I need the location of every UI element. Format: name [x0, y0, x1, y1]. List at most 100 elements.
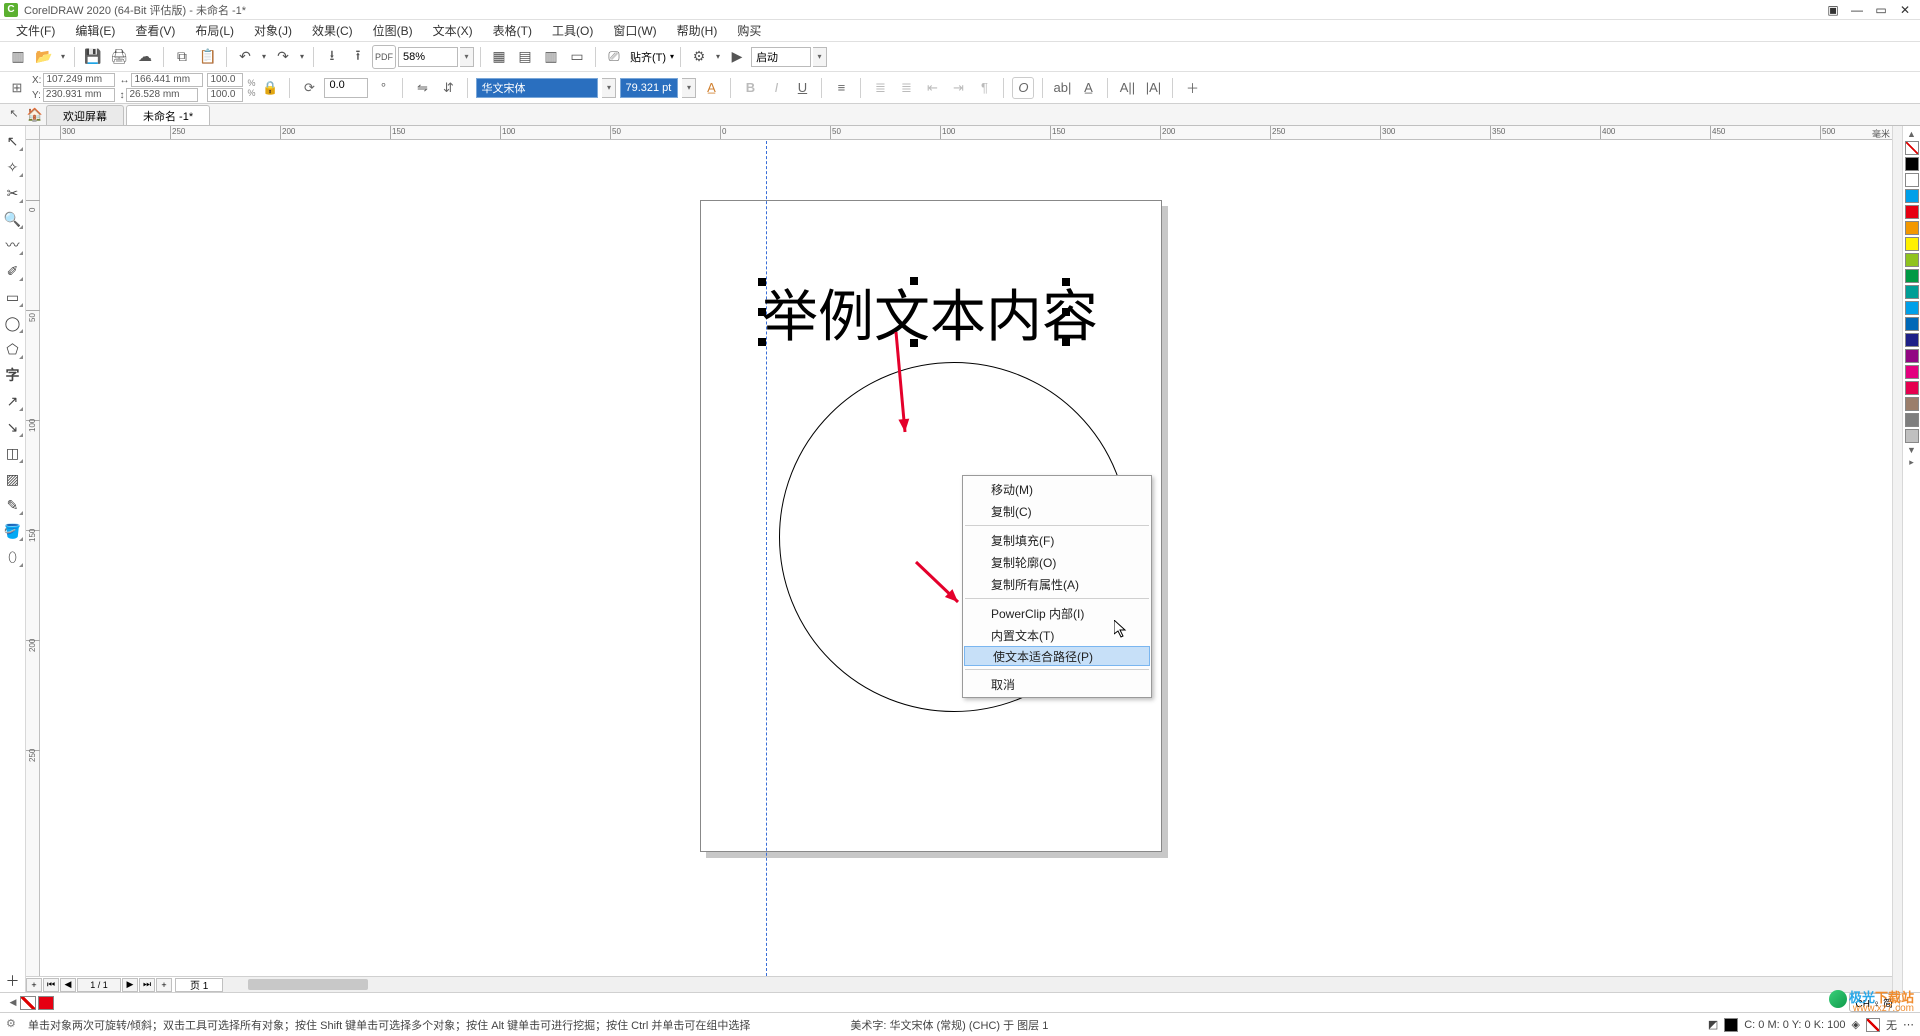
artistic-media-icon[interactable]: ✐ — [2, 260, 24, 282]
menu-文件F[interactable]: 文件(F) — [6, 20, 65, 41]
ctx-复制填充(F)[interactable]: 复制填充(F) — [963, 529, 1151, 551]
menu-窗口W[interactable]: 窗口(W) — [603, 20, 666, 41]
swatch[interactable] — [1905, 317, 1919, 331]
zoom-dropdown-icon[interactable]: ▾ — [460, 47, 474, 67]
add-icon[interactable]: ＋ — [1181, 77, 1203, 99]
toolbox-expand-icon[interactable]: ＋ — [2, 970, 24, 992]
fill-tool-icon[interactable]: 🪣 — [2, 520, 24, 542]
launch-icon[interactable]: ▶ — [725, 45, 749, 69]
horiz-text-icon[interactable]: A|| — [1116, 77, 1138, 99]
underline-icon[interactable]: U — [791, 77, 813, 99]
docker-handle[interactable] — [1892, 126, 1902, 992]
height-input[interactable]: 26.528 mm — [126, 88, 198, 102]
outline-none-box[interactable] — [1866, 1018, 1880, 1032]
bullet-icon[interactable]: ≣ — [869, 77, 891, 99]
artistic-text-object[interactable]: 举例文本内容 — [762, 272, 1098, 353]
copy-icon[interactable]: ⧉ — [170, 45, 194, 69]
swatch[interactable] — [1905, 269, 1919, 283]
dropcap-icon[interactable]: ¶ — [973, 77, 995, 99]
swatch[interactable] — [1905, 301, 1919, 315]
zoom-tool-icon[interactable]: 🔍 — [2, 208, 24, 230]
status-more-icon[interactable]: ⋯ — [1903, 1018, 1914, 1031]
status-gear-icon[interactable]: ⚙ — [6, 1017, 22, 1033]
page-tab[interactable]: 页 1 — [175, 978, 223, 992]
selection-handle[interactable] — [758, 308, 766, 316]
menu-编辑E[interactable]: 编辑(E) — [65, 20, 125, 41]
swatch[interactable] — [1905, 413, 1919, 427]
page-prev-icon[interactable]: ◀ — [60, 978, 76, 992]
horizontal-ruler[interactable]: 毫米30025020015010050050100150200250300350… — [40, 126, 1892, 140]
undo-dropdown-icon[interactable]: ▾ — [259, 45, 269, 69]
eyedropper-icon[interactable]: ✎ — [2, 494, 24, 516]
launch-dropdown-icon[interactable]: ▾ — [813, 47, 827, 67]
mirror-h-icon[interactable]: ⇋ — [411, 77, 433, 99]
fill-red-swatch[interactable] — [38, 996, 54, 1010]
rectangle-tool-icon[interactable]: ▭ — [2, 286, 24, 308]
x-input[interactable]: 107.249 mm — [43, 73, 115, 87]
ctx-内置文本(T)[interactable]: 内置文本(T) — [963, 624, 1151, 646]
rotation-input[interactable]: 0.0 — [324, 78, 368, 98]
menu-文本X[interactable]: 文本(X) — [423, 20, 483, 41]
ctx-移动(M)[interactable]: 移动(M) — [963, 478, 1151, 500]
menu-布局L[interactable]: 布局(L) — [185, 20, 244, 41]
swatch[interactable] — [1905, 397, 1919, 411]
y-input[interactable]: 230.931 mm — [43, 88, 115, 102]
scale-x-input[interactable]: 100.0 — [207, 73, 243, 87]
maximize-button[interactable]: ▭ — [1870, 2, 1892, 18]
palette-up-icon[interactable]: ▲ — [1904, 128, 1920, 140]
extra-window-icon[interactable]: ▣ — [1822, 2, 1844, 18]
import-icon[interactable]: ⭳ — [320, 45, 344, 69]
swatch[interactable] — [1905, 365, 1919, 379]
open-dropdown-icon[interactable]: ▾ — [58, 45, 68, 69]
canvas-area[interactable]: 举例文本内容 移动(M)复制(C)复制填充(F)复制轮廓(O)复制所有属性(A)… — [40, 140, 1892, 976]
menu-效果C[interactable]: 效果(C) — [302, 20, 363, 41]
selection-handle[interactable] — [1062, 278, 1070, 286]
home-icon[interactable]: 🏠 — [24, 105, 46, 125]
redo-dropdown-icon[interactable]: ▾ — [297, 45, 307, 69]
vertical-ruler[interactable]: 050100150200250 — [26, 140, 40, 976]
tab-document[interactable]: 未命名 -1* — [126, 105, 210, 125]
save-icon[interactable]: 💾 — [81, 45, 105, 69]
bold-icon[interactable]: B — [739, 77, 761, 99]
swatch[interactable] — [1905, 349, 1919, 363]
minimize-button[interactable]: — — [1846, 2, 1868, 18]
undo-icon[interactable]: ↶ — [233, 45, 257, 69]
ctx-复制所有属性(A)[interactable]: 复制所有属性(A) — [963, 573, 1151, 595]
fill-color-box[interactable] — [1724, 1018, 1738, 1032]
text-frame-icon[interactable]: ab| — [1051, 77, 1073, 99]
indent-inc-icon[interactable]: ⇥ — [947, 77, 969, 99]
polygon-tool-icon[interactable]: ⬠ — [2, 338, 24, 360]
snap-dropdown-icon[interactable]: ▾ — [670, 52, 674, 61]
cloud-icon[interactable]: ☁ — [133, 45, 157, 69]
page-last-icon[interactable]: ⏭ — [139, 978, 155, 992]
pdf-icon[interactable]: PDF — [372, 45, 396, 69]
size-dropdown-icon[interactable]: ▾ — [682, 78, 696, 98]
menu-帮助H[interactable]: 帮助(H) — [667, 20, 728, 41]
ruler-corner[interactable] — [26, 126, 40, 140]
transparency-icon[interactable]: ▨ — [2, 468, 24, 490]
font-family-combo[interactable]: 华文宋体 — [476, 78, 598, 98]
selection-handle[interactable] — [758, 278, 766, 286]
snap-label[interactable]: 贴齐(T) — [630, 49, 666, 65]
hscroll-thumb[interactable] — [248, 979, 368, 990]
drop-shadow-icon[interactable]: ◫ — [2, 442, 24, 464]
menu-位图B[interactable]: 位图(B) — [363, 20, 423, 41]
swatch[interactable] — [1905, 429, 1919, 443]
swatch[interactable] — [1905, 253, 1919, 267]
options-icon[interactable]: ⚙ — [687, 45, 711, 69]
font-dropdown-icon[interactable]: ▾ — [602, 78, 616, 98]
page-add2-icon[interactable]: + — [156, 978, 172, 992]
ctx-PowerClip 内部(I)[interactable]: PowerClip 内部(I) — [963, 602, 1151, 624]
fullscreen-icon[interactable]: ▦ — [487, 45, 511, 69]
strip-left-icon[interactable]: ◀ — [6, 997, 20, 1009]
close-button[interactable]: ✕ — [1894, 2, 1916, 18]
swatch[interactable] — [1905, 173, 1919, 187]
text-tool-icon[interactable]: 字 — [2, 364, 24, 386]
crop-tool-icon[interactable]: ✂ — [2, 182, 24, 204]
vertical-guide[interactable] — [766, 140, 767, 976]
text-direction-icon[interactable]: A̲ — [1077, 77, 1099, 99]
pick-tool-icon[interactable]: ↖ — [2, 130, 24, 152]
selection-handle[interactable] — [758, 338, 766, 346]
redo-icon[interactable]: ↷ — [271, 45, 295, 69]
new-icon[interactable]: ▥ — [6, 45, 30, 69]
